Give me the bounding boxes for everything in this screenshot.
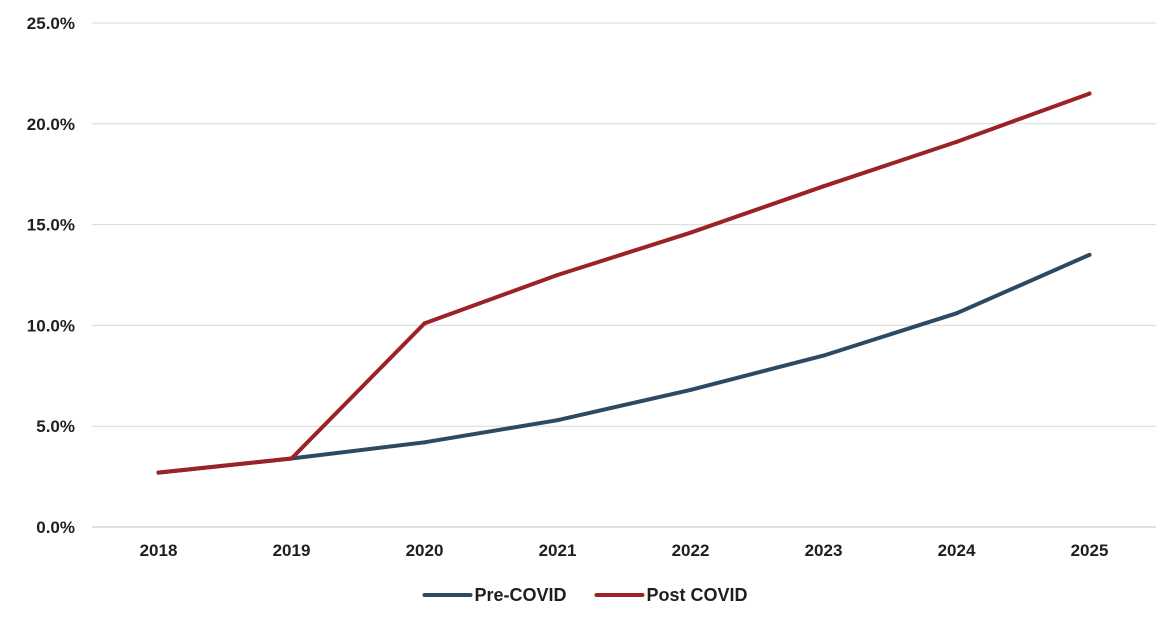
series-lines (156, 91, 1092, 475)
y-tick-label: 25.0% (27, 14, 75, 33)
data-point (1087, 252, 1092, 257)
legend-label: Post COVID (647, 585, 748, 605)
x-tick-label: 2018 (140, 541, 178, 560)
x-tick-label: 2022 (672, 541, 710, 560)
x-tick-label: 2019 (273, 541, 311, 560)
y-tick-label: 20.0% (27, 115, 75, 134)
data-point (821, 353, 826, 358)
data-point (555, 273, 560, 277)
gridlines (92, 22, 1156, 528)
series-line-post-covid (156, 91, 1092, 475)
data-point (688, 230, 693, 235)
legend-label: Pre-COVID (475, 585, 567, 605)
data-point (821, 184, 826, 189)
y-axis-ticks: 0.0% 5.0% 10.0% 15.0% 20.0% 25.0% (27, 14, 75, 537)
data-point (688, 387, 693, 392)
y-tick-label: 10.0% (27, 316, 75, 335)
data-point (422, 321, 427, 326)
legend-item: Post COVID (594, 585, 748, 605)
legend: Pre-COVID Post COVID (422, 585, 748, 605)
data-point (954, 139, 959, 144)
legend-item: Pre-COVID (422, 585, 567, 605)
data-point (422, 440, 427, 445)
data-point (1087, 91, 1092, 96)
x-axis-ticks: 2018 2019 2020 2021 2022 2023 2024 2025 (140, 541, 1109, 560)
x-tick-label: 2025 (1071, 541, 1109, 560)
data-point (954, 311, 959, 316)
data-point (289, 456, 294, 461)
series-line-pre-covid (156, 252, 1092, 475)
x-tick-label: 2023 (805, 541, 843, 560)
y-tick-label: 0.0% (36, 518, 75, 537)
x-tick-label: 2020 (406, 541, 444, 560)
y-tick-label: 5.0% (36, 417, 75, 436)
y-tick-label: 15.0% (27, 216, 75, 235)
data-point (156, 470, 161, 475)
x-tick-label: 2024 (938, 541, 976, 560)
data-point (555, 418, 560, 423)
x-tick-label: 2021 (539, 541, 577, 560)
